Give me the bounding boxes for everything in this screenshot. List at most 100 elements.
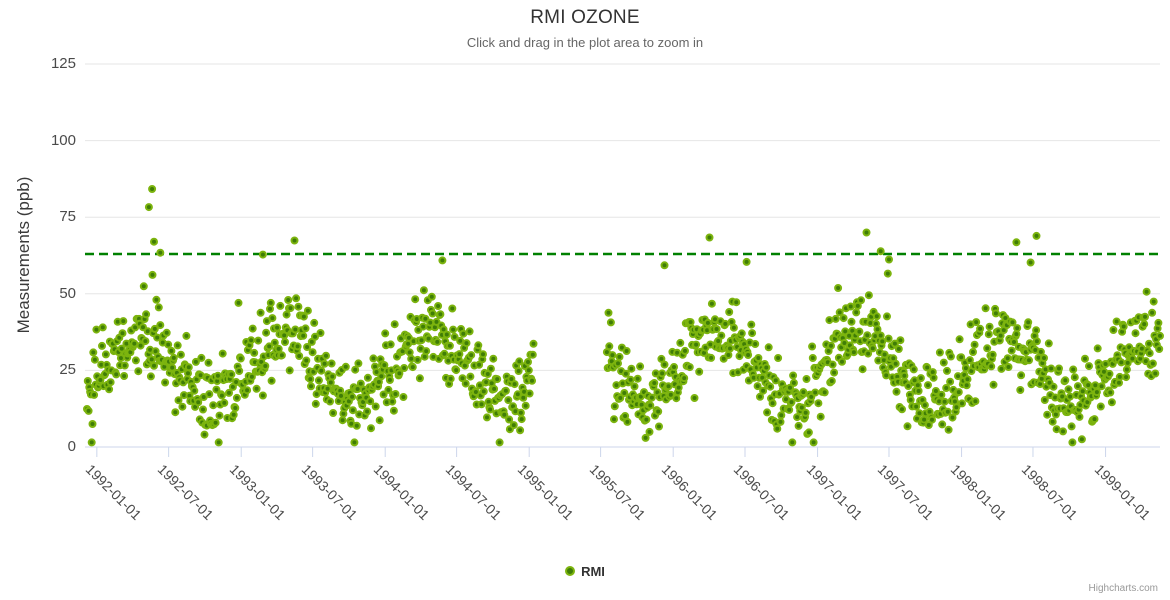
data-point[interactable] xyxy=(209,401,218,410)
data-point[interactable] xyxy=(449,325,458,334)
data-point[interactable] xyxy=(962,381,971,390)
data-point[interactable] xyxy=(766,382,775,391)
data-point[interactable] xyxy=(521,401,530,410)
data-point[interactable] xyxy=(626,375,635,384)
data-point[interactable] xyxy=(167,346,176,355)
data-point[interactable] xyxy=(834,284,843,292)
data-point[interactable] xyxy=(756,392,764,401)
data-point[interactable] xyxy=(291,325,300,334)
data-point[interactable] xyxy=(814,399,823,408)
data-point[interactable] xyxy=(616,394,625,402)
data-point[interactable] xyxy=(852,308,861,317)
data-point[interactable] xyxy=(92,325,101,334)
data-point[interactable] xyxy=(164,340,173,349)
data-point[interactable] xyxy=(608,351,617,360)
data-point[interactable] xyxy=(148,185,157,193)
data-point[interactable] xyxy=(139,323,147,332)
data-point[interactable] xyxy=(894,345,903,353)
data-point[interactable] xyxy=(154,303,163,312)
data-point[interactable] xyxy=(666,390,675,399)
data-point[interactable] xyxy=(1017,371,1026,380)
data-point[interactable] xyxy=(647,393,656,402)
data-point[interactable] xyxy=(680,374,689,383)
data-point[interactable] xyxy=(118,329,127,338)
data-point[interactable] xyxy=(923,363,932,372)
data-point[interactable] xyxy=(892,387,901,396)
data-point[interactable] xyxy=(446,374,455,383)
data-point[interactable] xyxy=(247,336,256,345)
data-point[interactable] xyxy=(262,328,271,337)
data-point[interactable] xyxy=(350,438,359,447)
data-point[interactable] xyxy=(944,425,953,434)
data-point[interactable] xyxy=(479,387,488,396)
data-point[interactable] xyxy=(1032,231,1041,240)
data-point[interactable] xyxy=(467,351,476,360)
data-point[interactable] xyxy=(320,359,329,368)
data-point[interactable] xyxy=(751,340,760,348)
data-point[interactable] xyxy=(389,406,398,415)
data-point[interactable] xyxy=(517,415,526,424)
data-point[interactable] xyxy=(742,257,751,266)
data-point[interactable] xyxy=(924,381,932,390)
data-point[interactable] xyxy=(258,391,267,400)
data-point[interactable] xyxy=(509,421,518,430)
data-point[interactable] xyxy=(178,402,187,411)
data-point[interactable] xyxy=(1091,381,1100,390)
data-point[interactable] xyxy=(705,233,714,242)
data-point[interactable] xyxy=(1140,320,1149,329)
data-point[interactable] xyxy=(450,332,459,341)
data-point[interactable] xyxy=(606,318,615,327)
data-point[interactable] xyxy=(853,301,862,310)
data-point[interactable] xyxy=(303,306,312,315)
data-point[interactable] xyxy=(88,420,97,428)
data-point[interactable] xyxy=(1107,398,1116,407)
data-point[interactable] xyxy=(515,357,524,366)
data-point[interactable] xyxy=(729,323,738,332)
data-point[interactable] xyxy=(1151,369,1160,378)
data-point[interactable] xyxy=(231,404,240,412)
data-point[interactable] xyxy=(218,349,227,358)
data-point[interactable] xyxy=(144,203,153,212)
data-point[interactable] xyxy=(372,368,381,376)
data-point[interactable] xyxy=(273,323,282,332)
data-point[interactable] xyxy=(156,321,165,330)
data-point[interactable] xyxy=(1012,238,1021,247)
data-point[interactable] xyxy=(891,359,900,368)
data-point[interactable] xyxy=(610,402,619,411)
data-point[interactable] xyxy=(820,388,829,397)
data-point[interactable] xyxy=(105,385,114,394)
data-point[interactable] xyxy=(963,375,972,384)
data-point[interactable] xyxy=(529,339,538,348)
data-point[interactable] xyxy=(413,355,422,364)
data-point[interactable] xyxy=(636,362,645,371)
data-point[interactable] xyxy=(486,364,495,373)
data-point[interactable] xyxy=(265,342,274,351)
data-point[interactable] xyxy=(225,388,233,397)
data-point[interactable] xyxy=(630,382,639,391)
data-point[interactable] xyxy=(455,350,464,359)
data-point[interactable] xyxy=(1040,396,1049,404)
data-point[interactable] xyxy=(369,354,378,363)
data-point[interactable] xyxy=(786,383,794,392)
data-point[interactable] xyxy=(690,394,699,402)
data-point[interactable] xyxy=(150,324,159,333)
data-point[interactable] xyxy=(433,337,442,346)
data-point[interactable] xyxy=(759,386,768,395)
data-point[interactable] xyxy=(762,363,771,372)
data-point[interactable] xyxy=(524,358,532,366)
data-point[interactable] xyxy=(286,304,295,313)
data-point[interactable] xyxy=(98,323,107,332)
data-point[interactable] xyxy=(119,317,128,326)
data-point[interactable] xyxy=(695,367,704,376)
data-point[interactable] xyxy=(935,348,944,357)
data-point[interactable] xyxy=(744,351,753,359)
data-point[interactable] xyxy=(920,415,929,424)
data-point[interactable] xyxy=(1123,358,1132,367)
data-point[interactable] xyxy=(827,341,835,350)
data-point[interactable] xyxy=(1044,339,1053,348)
data-point[interactable] xyxy=(399,393,408,401)
data-point[interactable] xyxy=(461,379,470,388)
data-point[interactable] xyxy=(379,390,388,399)
data-point[interactable] xyxy=(864,291,873,300)
data-point[interactable] xyxy=(1142,287,1151,296)
